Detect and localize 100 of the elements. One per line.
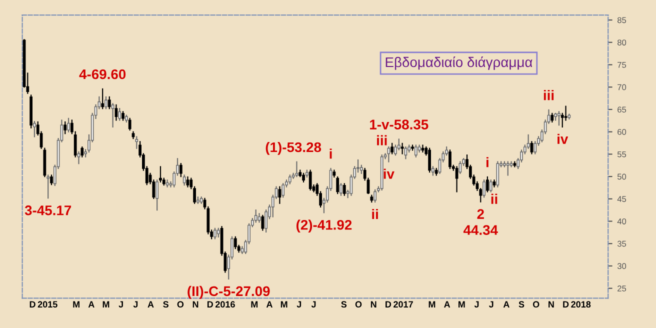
y-tick-label: 65 (618, 106, 626, 113)
candlestick (67, 118, 70, 132)
candlestick (182, 174, 186, 186)
x-tick-label: O (355, 301, 362, 308)
candlestick (421, 144, 424, 152)
x-tick-label: M (280, 301, 288, 308)
y-tick-label: 70 (618, 84, 626, 90)
x-tick-label: 2015 (38, 301, 58, 308)
annotation: 3-45.17 (24, 205, 72, 216)
y-tick-label: 75 (618, 62, 626, 68)
annotation: 4-69.60 (79, 69, 126, 80)
y-tick-label: 85 (618, 17, 626, 24)
candlestick (156, 180, 159, 211)
annotation: (II)-C-5-27.09 (188, 286, 270, 299)
candlestick (486, 176, 489, 192)
candlestick (214, 228, 216, 240)
candlestick (336, 176, 340, 194)
candlestick (428, 148, 431, 173)
candlestick (342, 183, 346, 196)
candlestick (414, 144, 418, 158)
x-tick-label: A (444, 301, 450, 308)
annotation: ii (372, 208, 378, 220)
candlestick (496, 161, 500, 188)
y-tick-label: 60 (618, 129, 626, 135)
x-tick-label: N (548, 301, 554, 308)
candlestick (295, 161, 298, 178)
annotation: 2 44.34 (463, 209, 498, 235)
candlestick (108, 96, 111, 110)
x-tick-label: 2017 (394, 301, 413, 308)
x-tick-label: M (428, 301, 436, 308)
candlestick (64, 121, 67, 134)
y-tick-label: 45 (617, 196, 626, 202)
candlestick (234, 236, 237, 250)
annotation: 1-v-58.35 (370, 120, 428, 130)
y-tick-label: 25 (618, 286, 626, 292)
candlestick (458, 161, 462, 174)
candlestick (166, 180, 169, 188)
candlestick (254, 210, 258, 223)
x-tick-label: D (207, 301, 213, 308)
x-tick-label: A (88, 301, 94, 308)
x-tick-label: N (192, 301, 198, 308)
x-tick-label: O (532, 301, 540, 308)
y-tick-label: 50 (617, 174, 626, 180)
candlestick (159, 166, 162, 182)
candlestick (179, 162, 182, 178)
x-tick-label: S (341, 301, 347, 308)
candlestick (186, 176, 190, 188)
candlestick (77, 151, 80, 164)
candlestick (111, 103, 114, 128)
x-tick-label: D (563, 301, 569, 308)
annotation: iii (377, 135, 387, 146)
y-tick-label: 55 (617, 151, 626, 158)
annotation: i (486, 157, 488, 168)
candlestick (33, 120, 36, 138)
candlestick (400, 142, 404, 154)
y-tick-label: 40 (617, 218, 626, 224)
candlestick (128, 118, 132, 131)
annotation: i (330, 148, 332, 159)
x-tick-label: S (518, 301, 524, 308)
candlestick (135, 136, 138, 149)
x-tick-label: J (488, 301, 494, 308)
y-tick-label: 35 (617, 240, 626, 247)
x-tick-label: A (148, 301, 154, 308)
candlestick (448, 150, 452, 170)
annotation: iii (544, 90, 554, 100)
candlestick (261, 214, 264, 231)
candlestick (114, 104, 118, 121)
annotation: iv (384, 168, 394, 179)
x-tick-label: D (30, 301, 36, 308)
candlestick (564, 106, 568, 121)
x-tick-label: 2016 (215, 301, 235, 308)
x-tick-label: M (102, 301, 110, 308)
x-tick-label: M (251, 301, 258, 308)
candlestick (530, 141, 534, 154)
x-tick-label: S (163, 301, 168, 308)
y-tick-label: 80 (618, 40, 626, 46)
annotation: iv (558, 134, 568, 144)
candlestick (101, 88, 104, 110)
candlestick (558, 111, 560, 126)
y-tick-label: 30 (617, 263, 626, 270)
x-tick-label: A (266, 301, 272, 308)
candlestick (340, 183, 342, 196)
candlestick (118, 108, 122, 121)
candlestick (482, 180, 486, 198)
x-tick-label: D (386, 301, 392, 308)
candlestick (308, 170, 312, 190)
x-tick-label: M (73, 301, 80, 308)
candlestick (50, 174, 53, 186)
annotation: (1)-53.28 (266, 142, 322, 155)
x-tick-label: N (370, 301, 376, 308)
candlestick (80, 146, 84, 158)
annotation: ii (491, 194, 498, 204)
x-tick-label: J (296, 301, 302, 308)
candlestick (104, 96, 108, 110)
candlestick (489, 180, 492, 192)
annotation: (2)-41.92 (296, 220, 352, 233)
x-tick-label: J (474, 301, 479, 308)
x-tick-label: A (503, 301, 510, 308)
candlestick (506, 161, 510, 176)
candlestick (390, 142, 394, 154)
